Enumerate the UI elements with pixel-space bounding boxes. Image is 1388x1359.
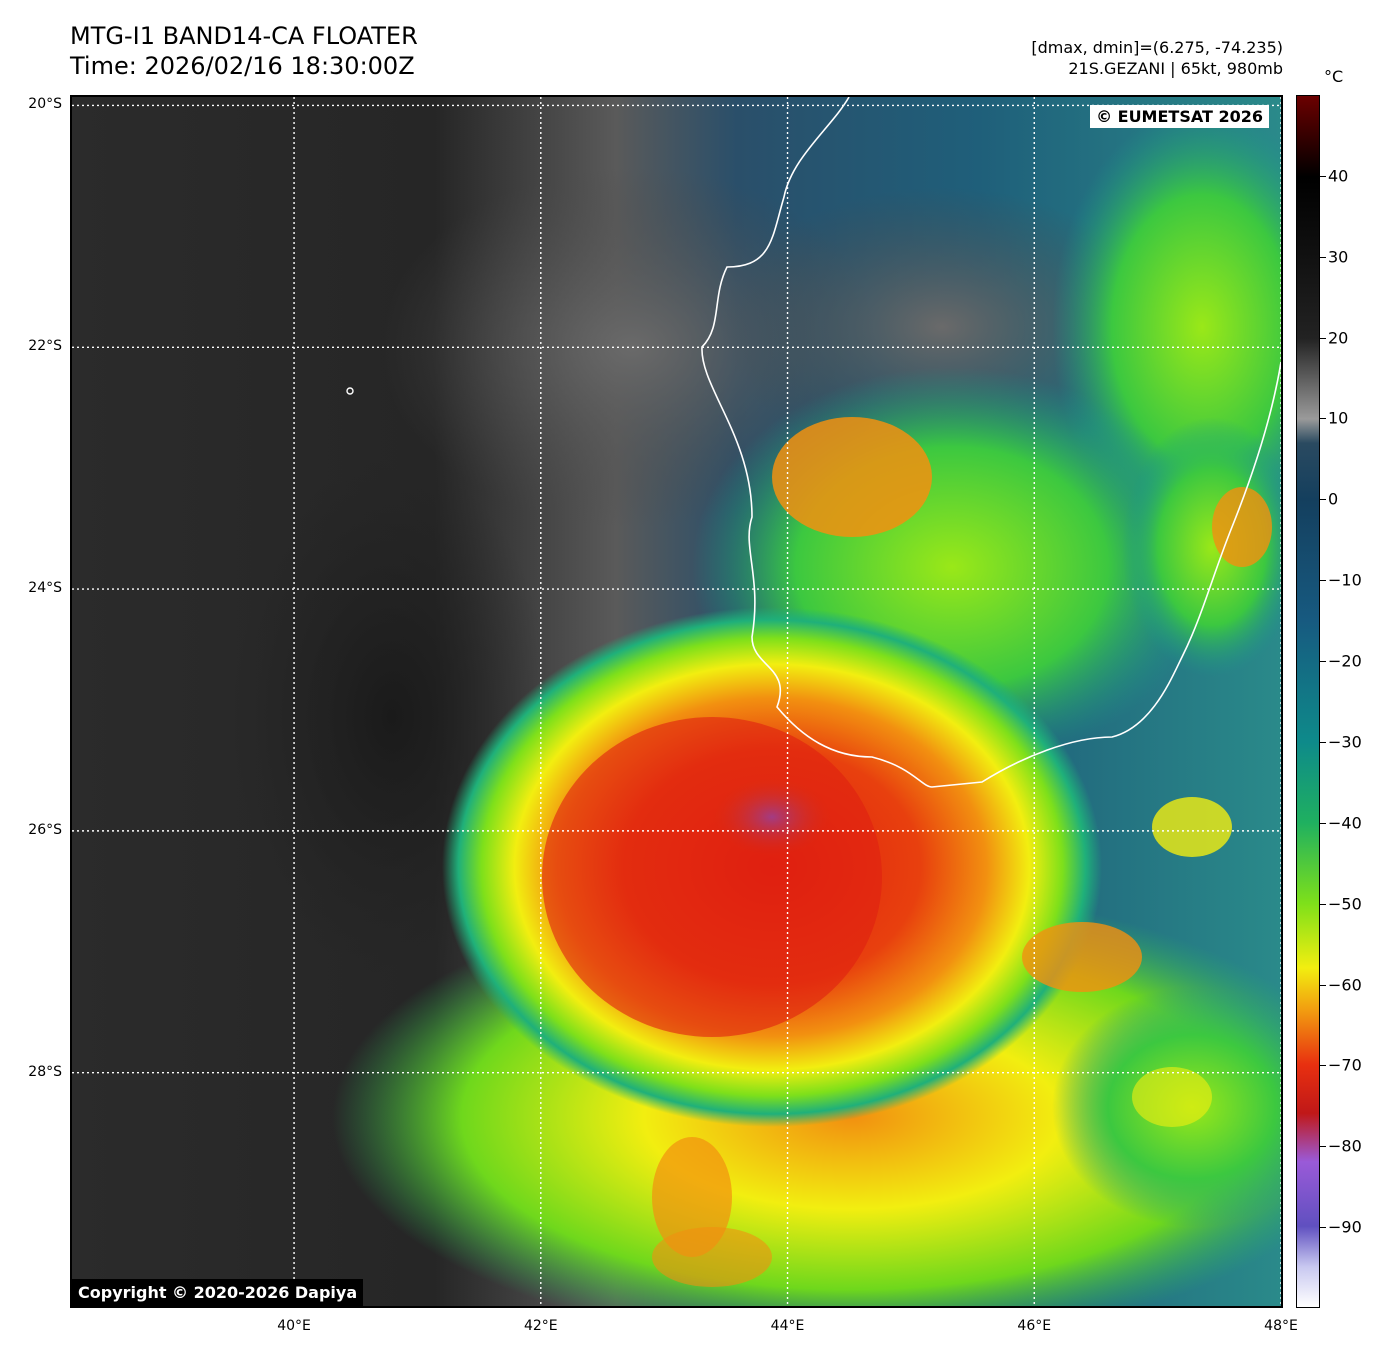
- colorbar-tick: [1320, 580, 1326, 582]
- colorbar-tick-label: −50: [1328, 894, 1362, 914]
- eumetsat-credit: © EUMETSAT 2026: [1090, 105, 1269, 128]
- lat-label: 22°S: [28, 338, 62, 355]
- colorbar-tick-label: −70: [1328, 1055, 1362, 1075]
- lon-label: 48°E: [1264, 1318, 1298, 1334]
- colorbar-tick-label: −10: [1328, 570, 1362, 590]
- title-line-1: MTG-I1 BAND14-CA FLOATER: [70, 22, 418, 50]
- colorbar-tick-label: 30: [1328, 247, 1349, 267]
- lat-label: 28°S: [28, 1063, 62, 1080]
- lon-label: 46°E: [1017, 1318, 1052, 1334]
- colorbar-tick: [1320, 499, 1326, 501]
- satellite-image: [72, 97, 1281, 1306]
- colorbar-tick-label: 40: [1328, 166, 1349, 186]
- graticule: [72, 97, 1281, 1306]
- colorbar-tick-label: 0: [1328, 489, 1339, 509]
- coastline: [701, 97, 1281, 788]
- colorbar-tick: [1320, 175, 1326, 177]
- colorbar-unit: °C: [1324, 67, 1344, 86]
- colorbar-tick: [1320, 418, 1326, 420]
- colorbar-tick: [1320, 1065, 1326, 1067]
- lon-label: 44°E: [770, 1318, 805, 1334]
- colorbar-tick: [1320, 903, 1326, 905]
- colorbar-tick-label: −90: [1328, 1217, 1362, 1237]
- colorbar-tick-label: −80: [1328, 1136, 1362, 1156]
- island-outline: [346, 387, 354, 395]
- lat-label: 26°S: [28, 821, 62, 838]
- colorbar-tick-label: 10: [1328, 408, 1349, 428]
- colorbar: [1296, 95, 1320, 1308]
- storm-info-text: 21S.GEZANI | 65kt, 980mb: [1068, 59, 1283, 78]
- lon-label: 42°E: [523, 1318, 558, 1334]
- lat-label: 20°S: [28, 96, 62, 113]
- colorbar-tick: [1320, 1227, 1326, 1229]
- colorbar-tick: [1320, 256, 1326, 258]
- colorbar-tick-label: −40: [1328, 813, 1362, 833]
- colorbar-tick: [1320, 822, 1326, 824]
- satellite-map[interactable]: © EUMETSAT 2026 Copyright © 2020-2026 Da…: [70, 95, 1283, 1308]
- lat-label: 24°S: [28, 580, 62, 597]
- colorbar-tick: [1320, 661, 1326, 663]
- colorbar-tick: [1320, 1146, 1326, 1148]
- colorbar-tick-label: −20: [1328, 651, 1362, 671]
- lon-label: 40°E: [277, 1318, 311, 1334]
- colorbar-tick-label: 20: [1328, 328, 1349, 348]
- colorbar-tick: [1320, 337, 1326, 339]
- title-line-2: Time: 2026/02/16 18:30:00Z: [70, 52, 415, 80]
- data-range-text: [dmax, dmin]=(6.275, -74.235): [1031, 38, 1283, 57]
- copyright-label: Copyright © 2020-2026 Dapiya: [72, 1279, 364, 1306]
- colorbar-tick: [1320, 741, 1326, 743]
- colorbar-tick-label: −60: [1328, 975, 1362, 995]
- colorbar-tick: [1320, 984, 1326, 986]
- colorbar-tick-label: −30: [1328, 732, 1362, 752]
